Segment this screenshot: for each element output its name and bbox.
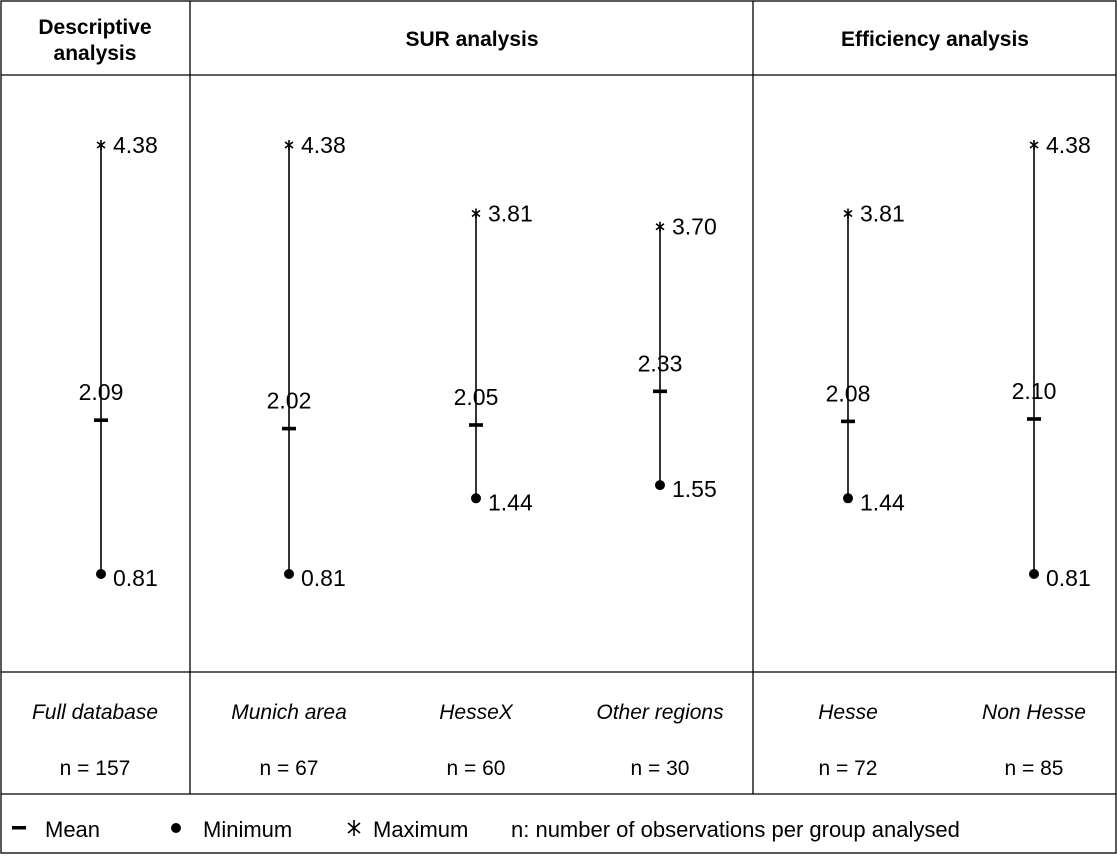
group-n-label: n = 157 xyxy=(60,757,131,780)
group-label: Hesse xyxy=(818,701,878,724)
max-label: 3.81 xyxy=(860,200,905,226)
range-group-hesse: 3.81 1.44 2.08 xyxy=(826,200,905,515)
legend: Mean Minimum Maximum n: number of observ… xyxy=(12,817,960,842)
legend-mean-marker xyxy=(12,826,26,830)
mean-marker xyxy=(469,423,483,427)
legend-maximum-label: Maximum xyxy=(373,817,468,842)
range-group-full-database: 4.38 0.81 2.09 xyxy=(79,132,158,591)
range-group-munich-area: 4.38 0.81 2.02 xyxy=(267,132,346,591)
legend-maximum-marker xyxy=(347,820,361,836)
legend-note: n: number of observations per group anal… xyxy=(511,817,960,842)
header-descriptive-line1: Descriptive xyxy=(38,16,151,39)
mean-label: 2.02 xyxy=(267,388,312,414)
min-marker xyxy=(96,569,106,579)
range-group-non-hesse: 4.38 0.81 2.10 xyxy=(1012,132,1091,591)
legend-minimum-label: Minimum xyxy=(203,817,292,842)
range-marks: 4.38 0.81 2.09 4.38 0.81 2.02 3.81 1.44 2.05 3.70… xyxy=(79,132,1091,591)
mean-label: 2.33 xyxy=(638,350,683,376)
max-marker xyxy=(284,140,294,150)
mean-label: 2.09 xyxy=(79,379,124,405)
mean-marker xyxy=(841,419,855,424)
min-label: 1.55 xyxy=(672,476,717,502)
min-label: 0.81 xyxy=(301,565,346,591)
min-label: 1.44 xyxy=(860,489,905,515)
max-label: 3.81 xyxy=(488,200,533,226)
mean-label: 2.08 xyxy=(826,380,871,406)
header-descriptive-line2: analysis xyxy=(54,42,137,65)
min-marker xyxy=(1029,569,1039,579)
group-n-label: n = 67 xyxy=(260,757,319,780)
mean-marker xyxy=(94,418,108,422)
max-marker xyxy=(96,140,106,150)
max-label: 4.38 xyxy=(1046,132,1091,158)
max-marker xyxy=(471,208,481,219)
group-label: Non Hesse xyxy=(982,701,1086,724)
group-n-label: n = 85 xyxy=(1005,757,1064,780)
min-label: 1.44 xyxy=(488,489,533,515)
group-label: HesseX xyxy=(439,701,514,724)
mean-label: 2.05 xyxy=(454,384,499,410)
min-marker xyxy=(284,569,294,579)
group-label: Full database xyxy=(32,701,158,724)
group-n-label: n = 30 xyxy=(631,757,690,780)
mean-label: 2.10 xyxy=(1012,378,1057,404)
range-group-hessex: 3.81 1.44 2.05 xyxy=(454,200,533,515)
range-group-other-regions: 3.70 1.55 2.33 xyxy=(638,214,717,502)
min-label: 0.81 xyxy=(1046,565,1091,591)
mean-marker xyxy=(653,389,667,394)
min-marker xyxy=(471,493,481,504)
mean-marker xyxy=(282,426,296,431)
min-marker xyxy=(655,480,665,491)
header-efficiency: Efficiency analysis xyxy=(841,28,1029,51)
max-marker xyxy=(843,208,853,219)
max-label: 4.38 xyxy=(301,132,346,158)
max-marker xyxy=(1029,140,1039,150)
min-marker xyxy=(843,493,853,504)
min-label: 0.81 xyxy=(113,565,158,591)
header-sur: SUR analysis xyxy=(405,28,538,51)
group-label: Other regions xyxy=(596,701,724,724)
mean-marker xyxy=(1027,417,1041,421)
group-labels: Full database n = 157 Munich area n = 67 Hes… xyxy=(32,701,1086,780)
legend-mean-label: Mean xyxy=(45,817,100,842)
group-label: Munich area xyxy=(231,701,347,724)
max-label: 4.38 xyxy=(113,132,158,158)
max-marker xyxy=(655,221,665,232)
group-n-label: n = 72 xyxy=(819,757,878,780)
legend-minimum-marker xyxy=(171,823,181,833)
group-n-label: n = 60 xyxy=(447,757,506,780)
max-label: 3.70 xyxy=(672,214,717,240)
